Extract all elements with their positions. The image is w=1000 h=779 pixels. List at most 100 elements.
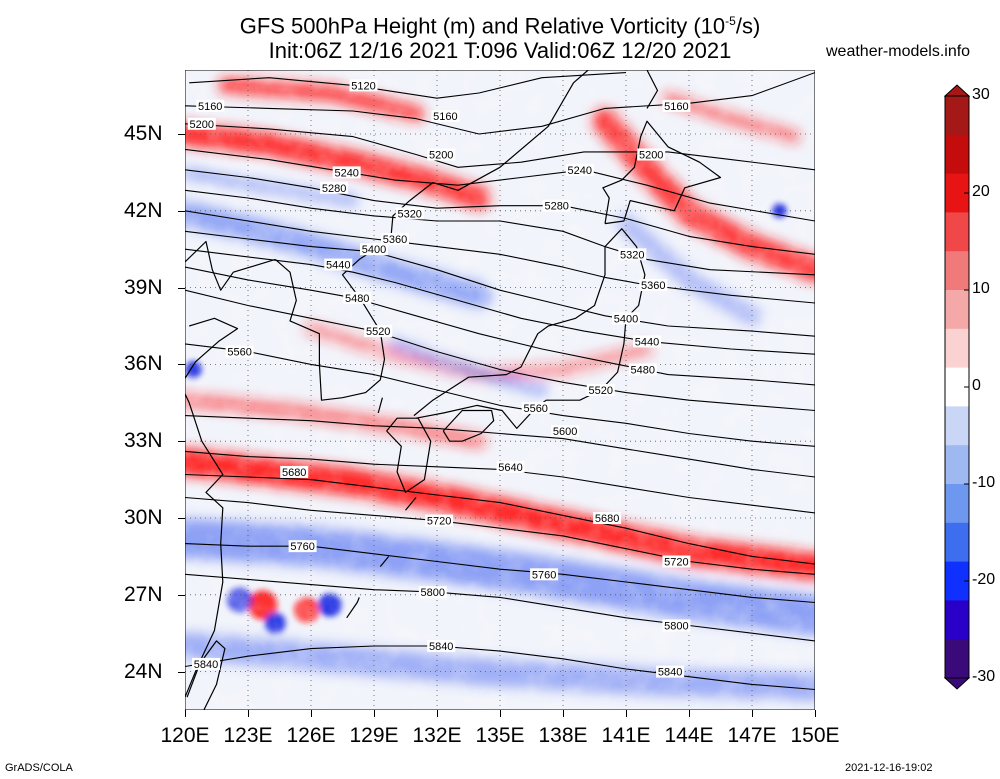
colorbar-segment <box>945 328 969 369</box>
contour-label: 5400 <box>360 243 388 256</box>
contour-label: 5160 <box>196 99 225 113</box>
coastline-shikoku <box>442 409 495 442</box>
colorbar-segment <box>945 212 969 252</box>
lon-tick-label: 132E <box>412 724 462 747</box>
contour-label: 5720 <box>662 555 691 569</box>
svg-text:5840: 5840 <box>194 659 218 671</box>
coastline-hokkaido <box>602 120 722 225</box>
height-contour <box>185 343 815 447</box>
contour-label: 5840 <box>427 640 456 653</box>
lon-tick-mark <box>437 710 438 717</box>
height-contours <box>185 72 815 691</box>
lat-tick-label: 27N <box>124 582 163 606</box>
contour-label: 5240 <box>565 163 594 177</box>
lat-tick-label: 30N <box>124 506 163 529</box>
colorbar-tick-label: -30 <box>972 668 996 685</box>
contour-label: 5760 <box>288 540 317 553</box>
coastline-china-coast <box>185 317 239 698</box>
footer-left: GrADS/COLA <box>5 762 73 774</box>
height-contour <box>185 123 815 171</box>
colorbar-segment <box>945 251 969 291</box>
contour-label: 5480 <box>343 291 372 305</box>
lon-tick-label: 135E <box>475 724 525 747</box>
contour-label: 5520 <box>364 325 393 338</box>
contour-label: 5840 <box>656 665 685 679</box>
contour-label: 5200 <box>637 148 666 161</box>
svg-text:5360: 5360 <box>383 234 407 246</box>
coastline-honshu <box>413 228 646 429</box>
height-contour <box>185 415 815 478</box>
colorbar-tick-label: -10 <box>972 474 996 491</box>
lon-tick-label: 141E <box>601 724 651 747</box>
svg-text:5200: 5200 <box>639 149 663 161</box>
svg-text:5560: 5560 <box>227 347 251 359</box>
lat-tick-label: 39N <box>124 275 163 299</box>
svg-text:5680: 5680 <box>282 467 306 479</box>
colorbar-tick-label: 0 <box>972 377 981 394</box>
contour-label: 5680 <box>593 512 622 525</box>
height-contour <box>185 289 815 412</box>
lat-tick-label: 45N <box>124 122 163 145</box>
map-plot: 5120 5160 5160 5160 5200 5200 5200 5240 5240 5280… <box>185 70 815 710</box>
contour-label: 5200 <box>187 117 216 131</box>
svg-text:5240: 5240 <box>568 165 592 177</box>
coastline-okinawa <box>346 597 360 619</box>
lon-tick-mark <box>689 710 690 717</box>
svg-text:5160: 5160 <box>664 101 688 113</box>
contour-label: 5600 <box>551 424 580 438</box>
svg-text:5400: 5400 <box>362 244 386 256</box>
colorbar-segment <box>945 639 969 679</box>
coastline-amami <box>379 556 390 567</box>
contour-label: 5480 <box>628 363 657 377</box>
svg-text:5200: 5200 <box>429 149 453 161</box>
contour-label: 5280 <box>542 199 571 213</box>
lon-tick-label: 138E <box>538 724 588 747</box>
brand-label: weather-models.info <box>826 43 971 60</box>
coastlines <box>185 70 722 710</box>
contour-label: 5280 <box>320 181 349 195</box>
svg-text:5840: 5840 <box>429 641 453 653</box>
contour-label: 5800 <box>418 586 447 599</box>
contour-label: 5240 <box>332 166 361 179</box>
lat-tick-mark <box>178 671 185 673</box>
contour-label: 5800 <box>662 619 691 633</box>
contour-label: 5320 <box>618 248 647 261</box>
coastline-russia-coast <box>409 70 589 202</box>
lat-tick-label: 24N <box>124 659 163 683</box>
contour-label: 5760 <box>530 568 559 581</box>
height-contour <box>189 72 627 99</box>
svg-text:5640: 5640 <box>498 462 522 474</box>
lon-tick-mark <box>248 710 249 717</box>
chart-title-line1: GFS 500hPa Height (m) and Relative Vorti… <box>239 13 761 39</box>
contour-label: 5560 <box>225 345 254 359</box>
lon-tick-label: 144E <box>664 724 714 747</box>
colorbar-max-arrow <box>944 84 970 97</box>
contour-label: 5160 <box>431 110 460 123</box>
coastline-liaodong <box>185 240 276 291</box>
contour-label: 5440 <box>633 335 661 348</box>
lat-tick-label: 33N <box>124 429 163 453</box>
svg-text:5360: 5360 <box>641 280 665 292</box>
colorbar-tick-label: 20 <box>972 183 990 200</box>
lat-tick-label: 42N <box>124 198 163 222</box>
height-contour <box>185 230 815 337</box>
lat-tick-mark <box>178 287 185 289</box>
contour-label: 5440 <box>324 258 353 272</box>
height-contour <box>185 148 815 222</box>
svg-text:5840: 5840 <box>658 667 682 679</box>
colorbar-segment <box>945 445 969 485</box>
svg-text:5560: 5560 <box>523 403 547 415</box>
colorbar-segment <box>945 96 969 136</box>
contour-label: 5160 <box>662 99 691 113</box>
svg-text:5160: 5160 <box>433 111 457 123</box>
lat-tick-mark <box>178 364 185 366</box>
svg-text:5280: 5280 <box>544 201 568 213</box>
svg-text:5680: 5680 <box>595 513 619 525</box>
lat-tick-mark <box>178 134 185 135</box>
lon-tick-mark <box>185 710 186 717</box>
lat-tick-mark <box>178 594 185 596</box>
colorbar-segment <box>945 600 969 640</box>
lon-tick-label: 120E <box>160 724 210 747</box>
svg-text:5320: 5320 <box>397 208 421 220</box>
height-contour <box>185 169 815 255</box>
